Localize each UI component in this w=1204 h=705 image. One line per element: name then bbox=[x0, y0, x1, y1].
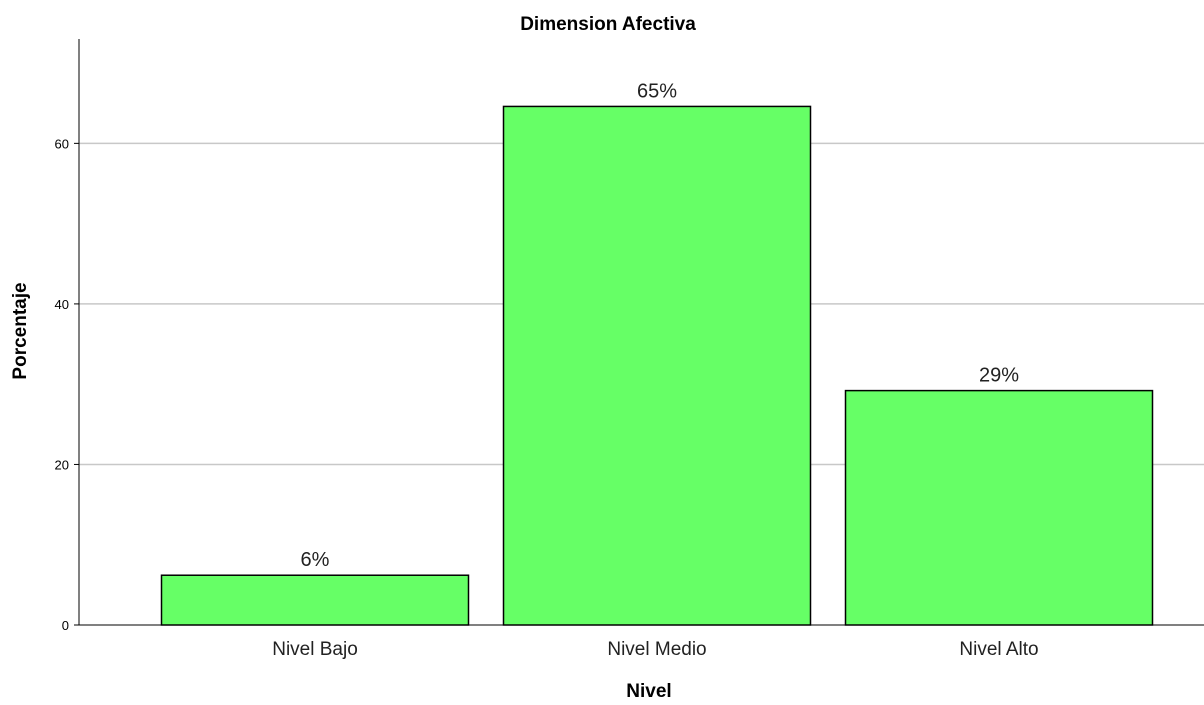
data-label: 29% bbox=[979, 365, 1019, 387]
chart-title: Dimension Afectiva bbox=[520, 14, 696, 35]
y-tick-label: 20 bbox=[55, 457, 69, 472]
y-tick-label: 40 bbox=[55, 297, 69, 312]
y-axis-label: Porcentaje bbox=[10, 282, 31, 379]
bar-nivel-bajo bbox=[160, 574, 470, 626]
data-label: 6% bbox=[301, 549, 330, 571]
data-labels: 6% 65% 29% bbox=[294, 80, 1020, 573]
data-label-background bbox=[294, 550, 336, 573]
bar-nivel-alto bbox=[844, 389, 1154, 626]
x-tick-label: Nivel Bajo bbox=[272, 639, 358, 660]
data-label: 65% bbox=[637, 80, 677, 102]
axes bbox=[74, 39, 1204, 626]
y-tick-label: 60 bbox=[55, 136, 69, 151]
y-tick-label: 0 bbox=[62, 618, 69, 633]
x-tick-label: Nivel Medio bbox=[607, 639, 706, 660]
data-label-background bbox=[636, 81, 678, 104]
x-tick-labels: Nivel Bajo Nivel Medio Nivel Alto bbox=[272, 639, 1038, 660]
x-axis-label: Nivel bbox=[626, 681, 671, 702]
bars bbox=[160, 105, 1154, 626]
bar-nivel-medio bbox=[502, 105, 812, 626]
x-tick-label: Nivel Alto bbox=[959, 639, 1038, 660]
y-tick-labels: 0 20 40 60 bbox=[55, 136, 69, 633]
data-label-background bbox=[978, 365, 1020, 388]
